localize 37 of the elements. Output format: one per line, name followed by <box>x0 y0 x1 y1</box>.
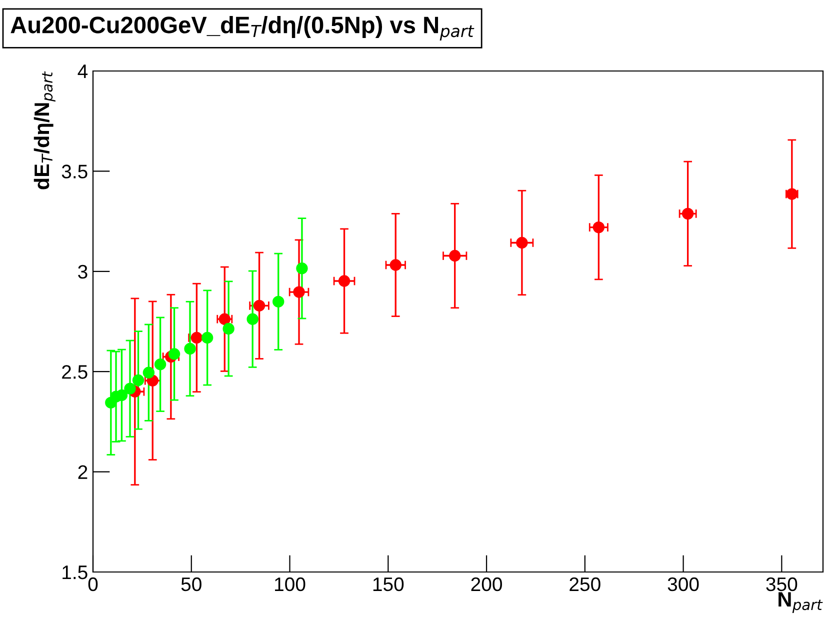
point <box>293 286 305 298</box>
y-tick-label: 2 <box>78 465 88 479</box>
point <box>682 208 694 220</box>
point <box>253 300 266 312</box>
y-tick-label: 1.5 <box>62 566 88 580</box>
point <box>390 259 402 271</box>
point <box>142 366 155 378</box>
y-axis-title: dE$_{T}$/dη/N$_{part}$ <box>34 71 56 190</box>
point <box>449 250 461 262</box>
point <box>296 262 308 274</box>
point <box>184 342 196 355</box>
point <box>201 332 214 344</box>
point <box>154 358 166 370</box>
chart-title: Au200-Cu200GeV_dE$_{T}$/dη/(0.5Np) vs N$_{part}$ <box>10 16 474 40</box>
x-tick-label: 250 <box>570 577 600 592</box>
x-tick-label: 0 <box>88 577 98 592</box>
point <box>592 221 605 234</box>
x-tick-label: 150 <box>373 577 404 592</box>
x-tick-label: 350 <box>766 577 798 592</box>
x-tick-label: 50 <box>181 577 202 592</box>
x-tick-label: 200 <box>471 577 502 592</box>
point <box>222 322 234 335</box>
point <box>168 348 180 360</box>
x-tick-label: 100 <box>275 577 306 592</box>
point <box>272 296 284 308</box>
point <box>190 332 203 344</box>
x-tick-label: 300 <box>668 577 699 592</box>
point <box>246 313 258 325</box>
y-tick-label: 3.5 <box>62 164 88 178</box>
y-tick-label: 4 <box>78 64 88 78</box>
x-axis-title: N$_{part}$ <box>778 592 823 613</box>
point <box>124 382 136 394</box>
point <box>218 313 230 325</box>
y-tick-label: 2.5 <box>62 365 88 379</box>
y-tick-label: 3 <box>78 264 88 279</box>
point <box>338 275 350 287</box>
point <box>516 236 528 249</box>
